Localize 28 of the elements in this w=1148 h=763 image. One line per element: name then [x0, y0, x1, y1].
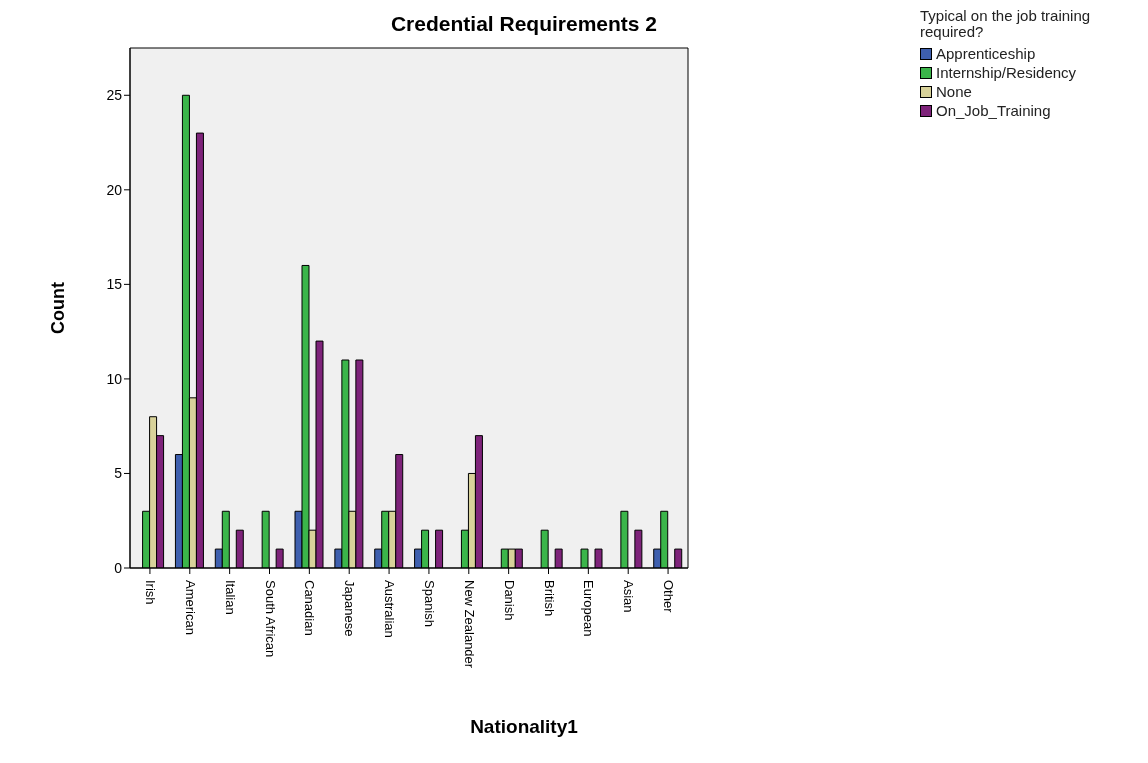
- x-tick-label: New Zealander: [461, 580, 477, 669]
- x-axis-title: Nationality1: [469, 716, 579, 738]
- y-tick-label: 0: [114, 559, 123, 576]
- y-tick-label: 20: [106, 181, 123, 198]
- legend-label: On_Job_Training: [936, 101, 1051, 120]
- x-tick-label: Australian: [382, 580, 398, 638]
- x-tick-label: American: [182, 580, 198, 635]
- legend-label: Apprenticeship: [936, 44, 1036, 63]
- x-tick-label: South African: [262, 580, 278, 658]
- y-tick-label: 5: [114, 465, 123, 482]
- x-tick-label: European: [581, 580, 597, 637]
- x-tick-label: Irish: [142, 580, 158, 605]
- chart-title: Credential Requirements 2: [389, 12, 659, 36]
- x-tick-label: British: [541, 580, 557, 617]
- x-tick-label: Other: [661, 580, 677, 614]
- x-tick-label: Japanese: [342, 580, 358, 637]
- x-tick-label: Spanish: [421, 580, 437, 627]
- x-tick-label: Asian: [621, 580, 637, 613]
- x-tick-label: Canadian: [302, 580, 318, 636]
- y-tick-label: 15: [106, 276, 123, 293]
- y-tick-label: 25: [106, 87, 123, 104]
- y-axis-title: Count: [48, 282, 69, 334]
- legend-label: Internship/Residency: [936, 63, 1077, 82]
- x-tick-label: Danish: [501, 580, 517, 621]
- y-tick-label: 10: [106, 370, 123, 387]
- legend-title: Typical on the job training required?: [920, 7, 1092, 40]
- x-tick-label: Italian: [222, 580, 238, 615]
- legend-label: None: [936, 82, 972, 101]
